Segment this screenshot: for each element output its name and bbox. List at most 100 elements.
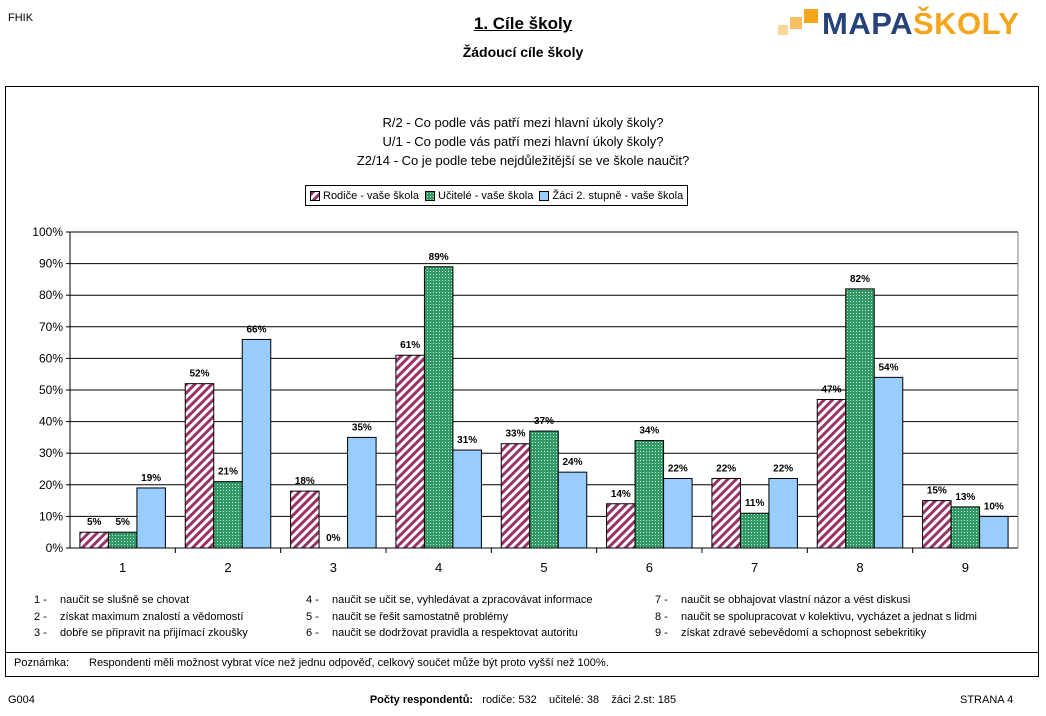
y-tick-label: 60% [39,351,63,365]
legend-swatch-teachers [425,190,435,201]
bar-s1-c9 [950,506,981,549]
y-tick-label: 90% [39,257,63,271]
category-legend-number: 9 - [655,627,668,639]
legend-swatch-parents [310,190,320,201]
x-tick-label: 1 [119,560,126,575]
x-tick-label: 8 [856,560,863,575]
footer-respondents-label: Počty respondentů: [369,694,474,706]
data-label: 37% [534,416,554,427]
bar-s0-c5 [500,443,531,549]
page-subtitle: Žádoucí cíle školy [462,44,584,60]
category-legend-text: naučit se dodržovat pravidla a respektov… [332,627,578,639]
bar-s1-c7 [739,512,770,549]
bar-s1-c2 [213,481,243,549]
category-legend-number: 8 - [655,611,668,623]
bar-s1-c8 [845,288,875,549]
data-label: 35% [352,422,372,433]
category-legend-item-1: 1 - naučit se slušně se chovat [34,594,189,606]
category-legend-text: naučit se obhajovat vlastní názor a vést… [681,594,911,606]
data-label: 10% [984,501,1004,512]
data-label: 19% [141,473,161,484]
question-teachers: U/1 - Co podle vás patří mezi hlavní úko… [382,134,664,149]
data-label: 47% [821,384,841,395]
data-label: 89% [429,252,449,263]
bar-s2-c8 [873,376,904,549]
data-label: 34% [639,426,659,437]
bar-s1-c5 [529,430,559,549]
footer-pupils-count: žáci 2.st: 185 [611,694,677,706]
data-label: 22% [716,463,736,474]
bar-s2-c4 [452,449,482,549]
legend-item-pupils: Žáci 2. stupně - vaše škola [539,190,683,202]
legend-label-teachers: Učitelé - vaše škola [438,189,534,202]
x-tick-label: 5 [540,560,547,575]
bar-s1-c6 [634,440,665,549]
data-label: 24% [562,457,582,468]
data-label: 18% [295,476,315,487]
y-tick-label: 100% [32,225,63,239]
category-legend-item-3: 3 - dobře se připravit na přijímací zkouš… [34,627,248,639]
category-legend-number: 5 - [306,611,319,623]
x-tick-label: 2 [224,560,231,575]
data-label: 61% [400,340,420,351]
x-tick-label: 7 [751,560,758,575]
data-label: 14% [611,489,631,500]
data-label: 52% [189,369,209,380]
footer-teachers-count: učitelé: 38 [548,694,600,706]
category-legend-number: 6 - [306,627,319,639]
question-parents: R/2 - Co podle vás patří mezi hlavní úko… [382,115,664,130]
x-tick-label: 4 [435,560,442,575]
category-legend-text: naučit se řešit samostatně problémy [332,611,509,623]
y-tick-label: 0% [46,541,64,555]
category-legend-text: dobře se připravit na přijímací zkoušky [60,627,248,639]
bar-s0-c7 [711,477,741,549]
data-label: 0% [326,533,341,544]
bar-s0-c9 [922,500,952,549]
y-tick-label: 30% [39,446,63,460]
bar-s0-c8 [816,398,847,549]
category-legend-item-9: 9 - získat zdravé sebevědomí a schopnost … [655,627,926,639]
data-label: 82% [850,274,870,285]
category-legend-number: 2 - [34,611,47,623]
footer-parents-count: rodiče: 532 [482,694,537,706]
category-legend-text: naučit se spolupracovat v kolektivu, vyc… [681,611,977,623]
bar-s2-c7 [768,477,798,549]
note-label: Poznámka: [14,657,70,669]
category-legend-text: naučit se učit se, vyhledávat a zpracová… [332,594,593,606]
category-legend-item-2: 2 - získat maximum znalostí a vědomostí [34,611,243,623]
footer-respondents: Počty respondentů: rodiče: 532 učitelé: … [0,694,1046,706]
category-legend-item-6: 6 - naučit se dodržovat pravidla a respek… [306,627,578,639]
category-legend-text: získat zdravé sebevědomí a schopnost seb… [681,627,927,639]
category-legend-text: naučit se slušně se chovat [60,594,190,606]
data-label: 54% [878,362,898,373]
bars [79,266,1009,549]
data-label: 33% [505,429,525,440]
category-legend-number: 4 - [306,594,319,606]
bar-s0-c2 [184,383,215,549]
data-label: 66% [246,324,266,335]
axes: 0%10%20%30%40%50%60%70%80%90%100%1 2 3 4 5 6 7… [32,225,1019,575]
bar-s2-c1 [136,487,166,549]
category-legend-number: 7 - [655,594,668,606]
data-label: 31% [457,435,477,446]
data-label: 5% [115,517,130,528]
report-code: FHIK [8,12,34,24]
legend-label-pupils: Žáci 2. stupně - vaše škola [552,189,684,202]
question-pupils: Z2/14 - Co je podle tebe nejdůležitější … [356,153,690,168]
y-tick-label: 70% [39,320,63,334]
bar-s2-c9 [979,515,1009,549]
logo-text-skoly: ŠKOLY [912,6,1020,41]
bar-s0-c1 [79,531,109,549]
logo: MAPA ŠKOLY [778,6,1019,42]
data-label: 21% [218,467,238,478]
data-label: 13% [955,492,975,503]
bar-s1-c1 [107,531,138,549]
data-label: 5% [87,517,102,528]
data-label: 11% [745,498,765,509]
page-number: STRANA 4 [960,694,1014,706]
note-divider [5,652,1039,653]
data-label: 15% [927,486,947,497]
chart-frame [5,86,1039,677]
category-legend-item-7: 7 - naučit se obhajovat vlastní názor a v… [655,594,910,606]
note: Poznámka: Respondenti měli možnost vybrat… [14,657,609,669]
